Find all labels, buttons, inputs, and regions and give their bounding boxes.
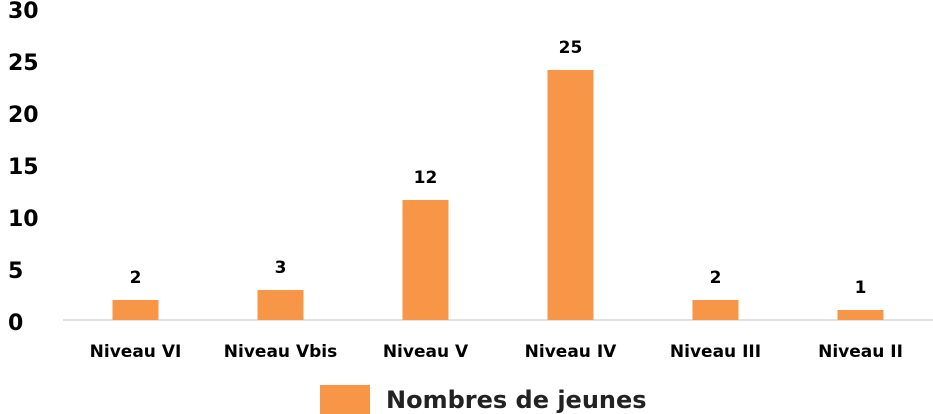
data-label: 3 — [275, 258, 287, 278]
y-tick-label: 30 — [8, 0, 39, 24]
data-label: 1 — [855, 278, 867, 298]
y-tick-label: 0 — [8, 311, 23, 336]
legend-label: Nombres de jeunes — [386, 386, 647, 414]
data-label: 2 — [130, 268, 142, 288]
y-tick-label: 25 — [8, 51, 39, 76]
y-tick-label: 20 — [8, 103, 39, 128]
data-label: 25 — [559, 38, 583, 58]
x-tick-label: Niveau III — [670, 342, 761, 362]
bar — [402, 200, 449, 320]
bar — [837, 310, 884, 320]
bar — [112, 300, 159, 320]
bar — [547, 70, 594, 320]
bar — [257, 290, 304, 320]
x-tick-label: Niveau Vbis — [224, 342, 337, 362]
x-tick-label: Niveau IV — [525, 342, 617, 362]
y-tick-label: 5 — [8, 259, 23, 284]
x-tick-label: Niveau V — [383, 342, 469, 362]
legend-swatch — [320, 385, 370, 414]
bar — [692, 300, 739, 320]
y-tick-label: 10 — [8, 207, 39, 232]
data-label: 12 — [414, 168, 438, 188]
y-tick-label: 15 — [8, 155, 39, 180]
x-tick-label: Niveau VI — [90, 342, 182, 362]
data-label: 2 — [710, 268, 722, 288]
x-tick-label: Niveau II — [818, 342, 903, 362]
